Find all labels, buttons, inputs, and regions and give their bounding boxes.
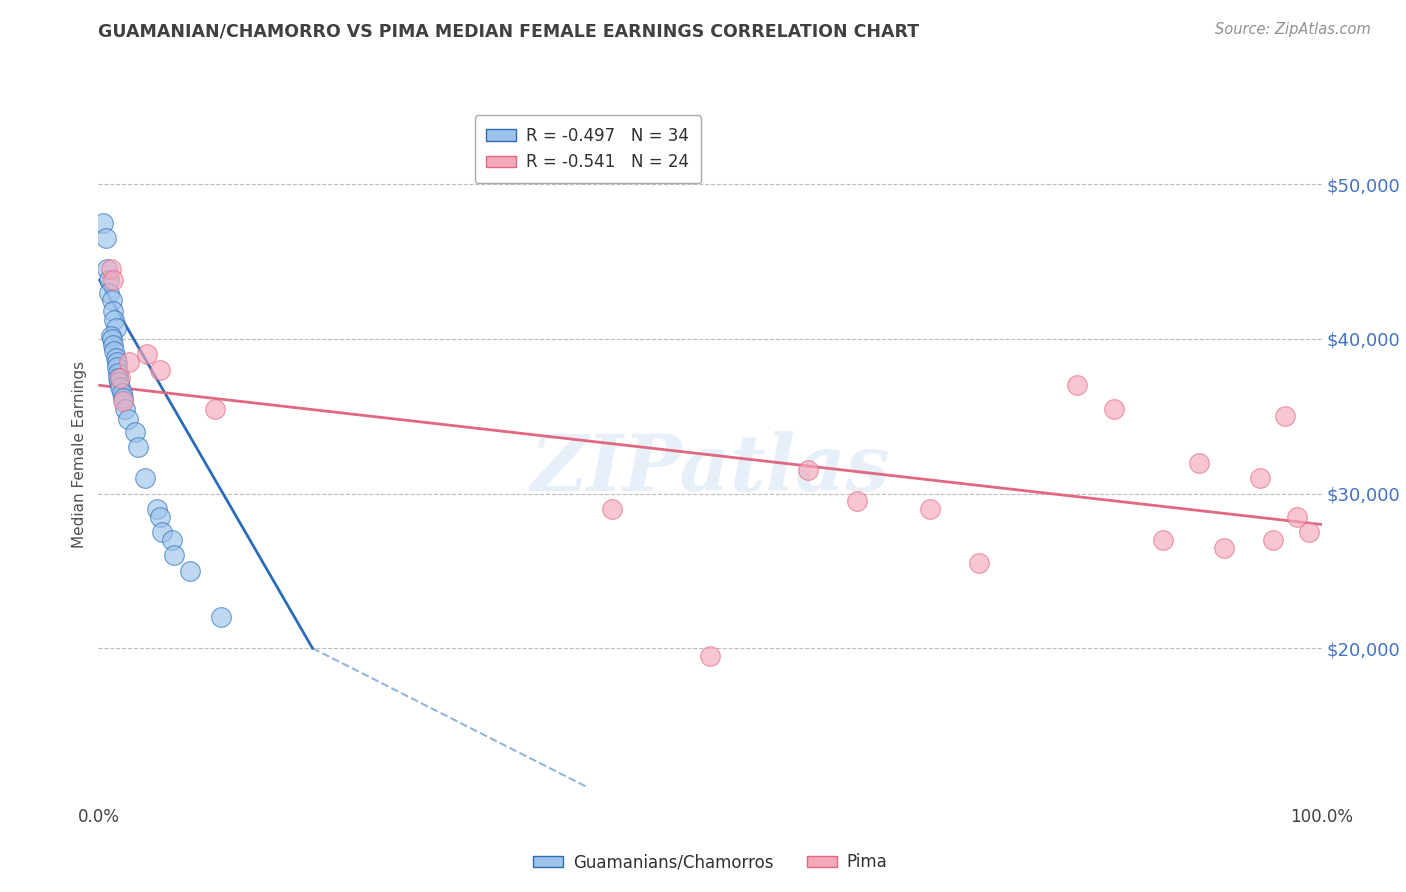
Point [160, 533, 183, 547]
Point [96, 262, 118, 277]
Point [204, 401, 226, 416]
Point [127, 440, 149, 454]
Point [146, 502, 169, 516]
Point [105, 359, 128, 374]
Text: ZIPatlas: ZIPatlas [530, 431, 890, 507]
Y-axis label: Median Female Earnings: Median Female Earnings [72, 361, 87, 549]
Point [100, 329, 122, 343]
Text: GUAMANIAN/CHAMORRO VS PIMA MEDIAN FEMALE EARNINGS CORRELATION CHART: GUAMANIAN/CHAMORRO VS PIMA MEDIAN FEMALE… [98, 22, 920, 40]
Point [1274, 409, 1296, 424]
Point [117, 412, 139, 426]
Point [107, 370, 129, 384]
Point [134, 471, 156, 485]
Point [101, 338, 124, 352]
Point [100, 262, 122, 277]
Point [797, 463, 820, 477]
Point [1249, 471, 1271, 485]
Point [1212, 541, 1234, 555]
Point [101, 332, 124, 346]
Point [1066, 378, 1088, 392]
Point [105, 355, 128, 369]
Point [179, 564, 201, 578]
Point [149, 509, 172, 524]
Point [118, 355, 141, 369]
Point [136, 347, 159, 361]
Text: Source: ZipAtlas.com: Source: ZipAtlas.com [1215, 22, 1371, 37]
Point [108, 376, 131, 390]
Point [98, 285, 121, 300]
Point [107, 366, 129, 380]
Point [104, 321, 127, 335]
Point [163, 549, 186, 563]
Point [1102, 401, 1125, 416]
Point [110, 380, 132, 394]
Point [111, 391, 134, 405]
Point [91, 216, 114, 230]
Point [699, 648, 721, 663]
Point [94, 231, 117, 245]
Point [1261, 533, 1284, 547]
Point [110, 370, 132, 384]
Point [111, 386, 134, 401]
Point [1152, 533, 1174, 547]
Point [845, 494, 868, 508]
Point [103, 344, 125, 359]
Point [111, 393, 134, 408]
Point [600, 502, 623, 516]
Point [104, 351, 127, 365]
Point [209, 610, 232, 624]
Point [114, 401, 136, 416]
Point [98, 273, 121, 287]
Point [1298, 525, 1320, 540]
Point [149, 363, 172, 377]
Point [101, 293, 124, 308]
Legend: Guamanians/Chamorros, Pima: Guamanians/Chamorros, Pima [526, 847, 894, 878]
Point [1286, 509, 1309, 524]
Point [920, 502, 942, 516]
Point [101, 273, 124, 287]
Point [101, 304, 124, 318]
Point [103, 313, 125, 327]
Point [150, 525, 173, 540]
Point [967, 556, 990, 570]
Point [1188, 456, 1211, 470]
Point [124, 425, 146, 439]
